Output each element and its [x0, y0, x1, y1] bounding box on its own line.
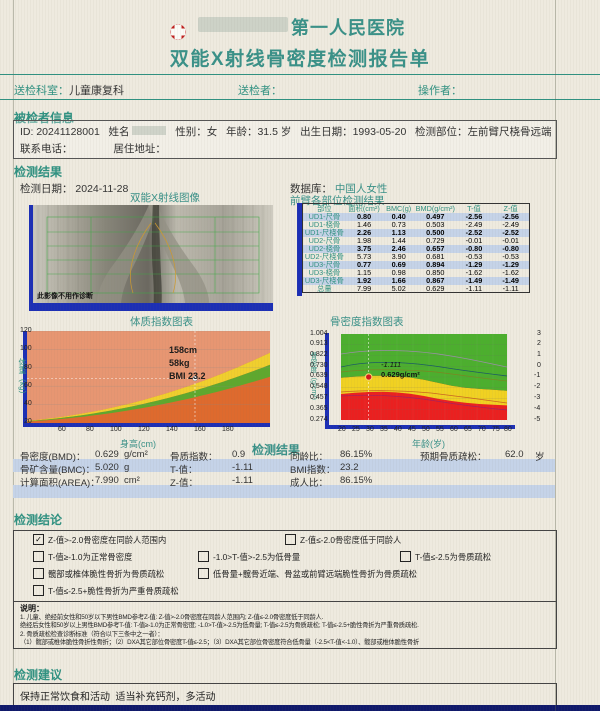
- svg-text:-1.111: -1.111: [381, 360, 401, 369]
- svg-text:0.629g/cm²: 0.629g/cm²: [381, 370, 420, 379]
- svg-text:BMI 23.2: BMI 23.2: [169, 371, 206, 381]
- svg-text:58kg: 58kg: [169, 358, 190, 368]
- svg-text:158cm: 158cm: [169, 345, 197, 355]
